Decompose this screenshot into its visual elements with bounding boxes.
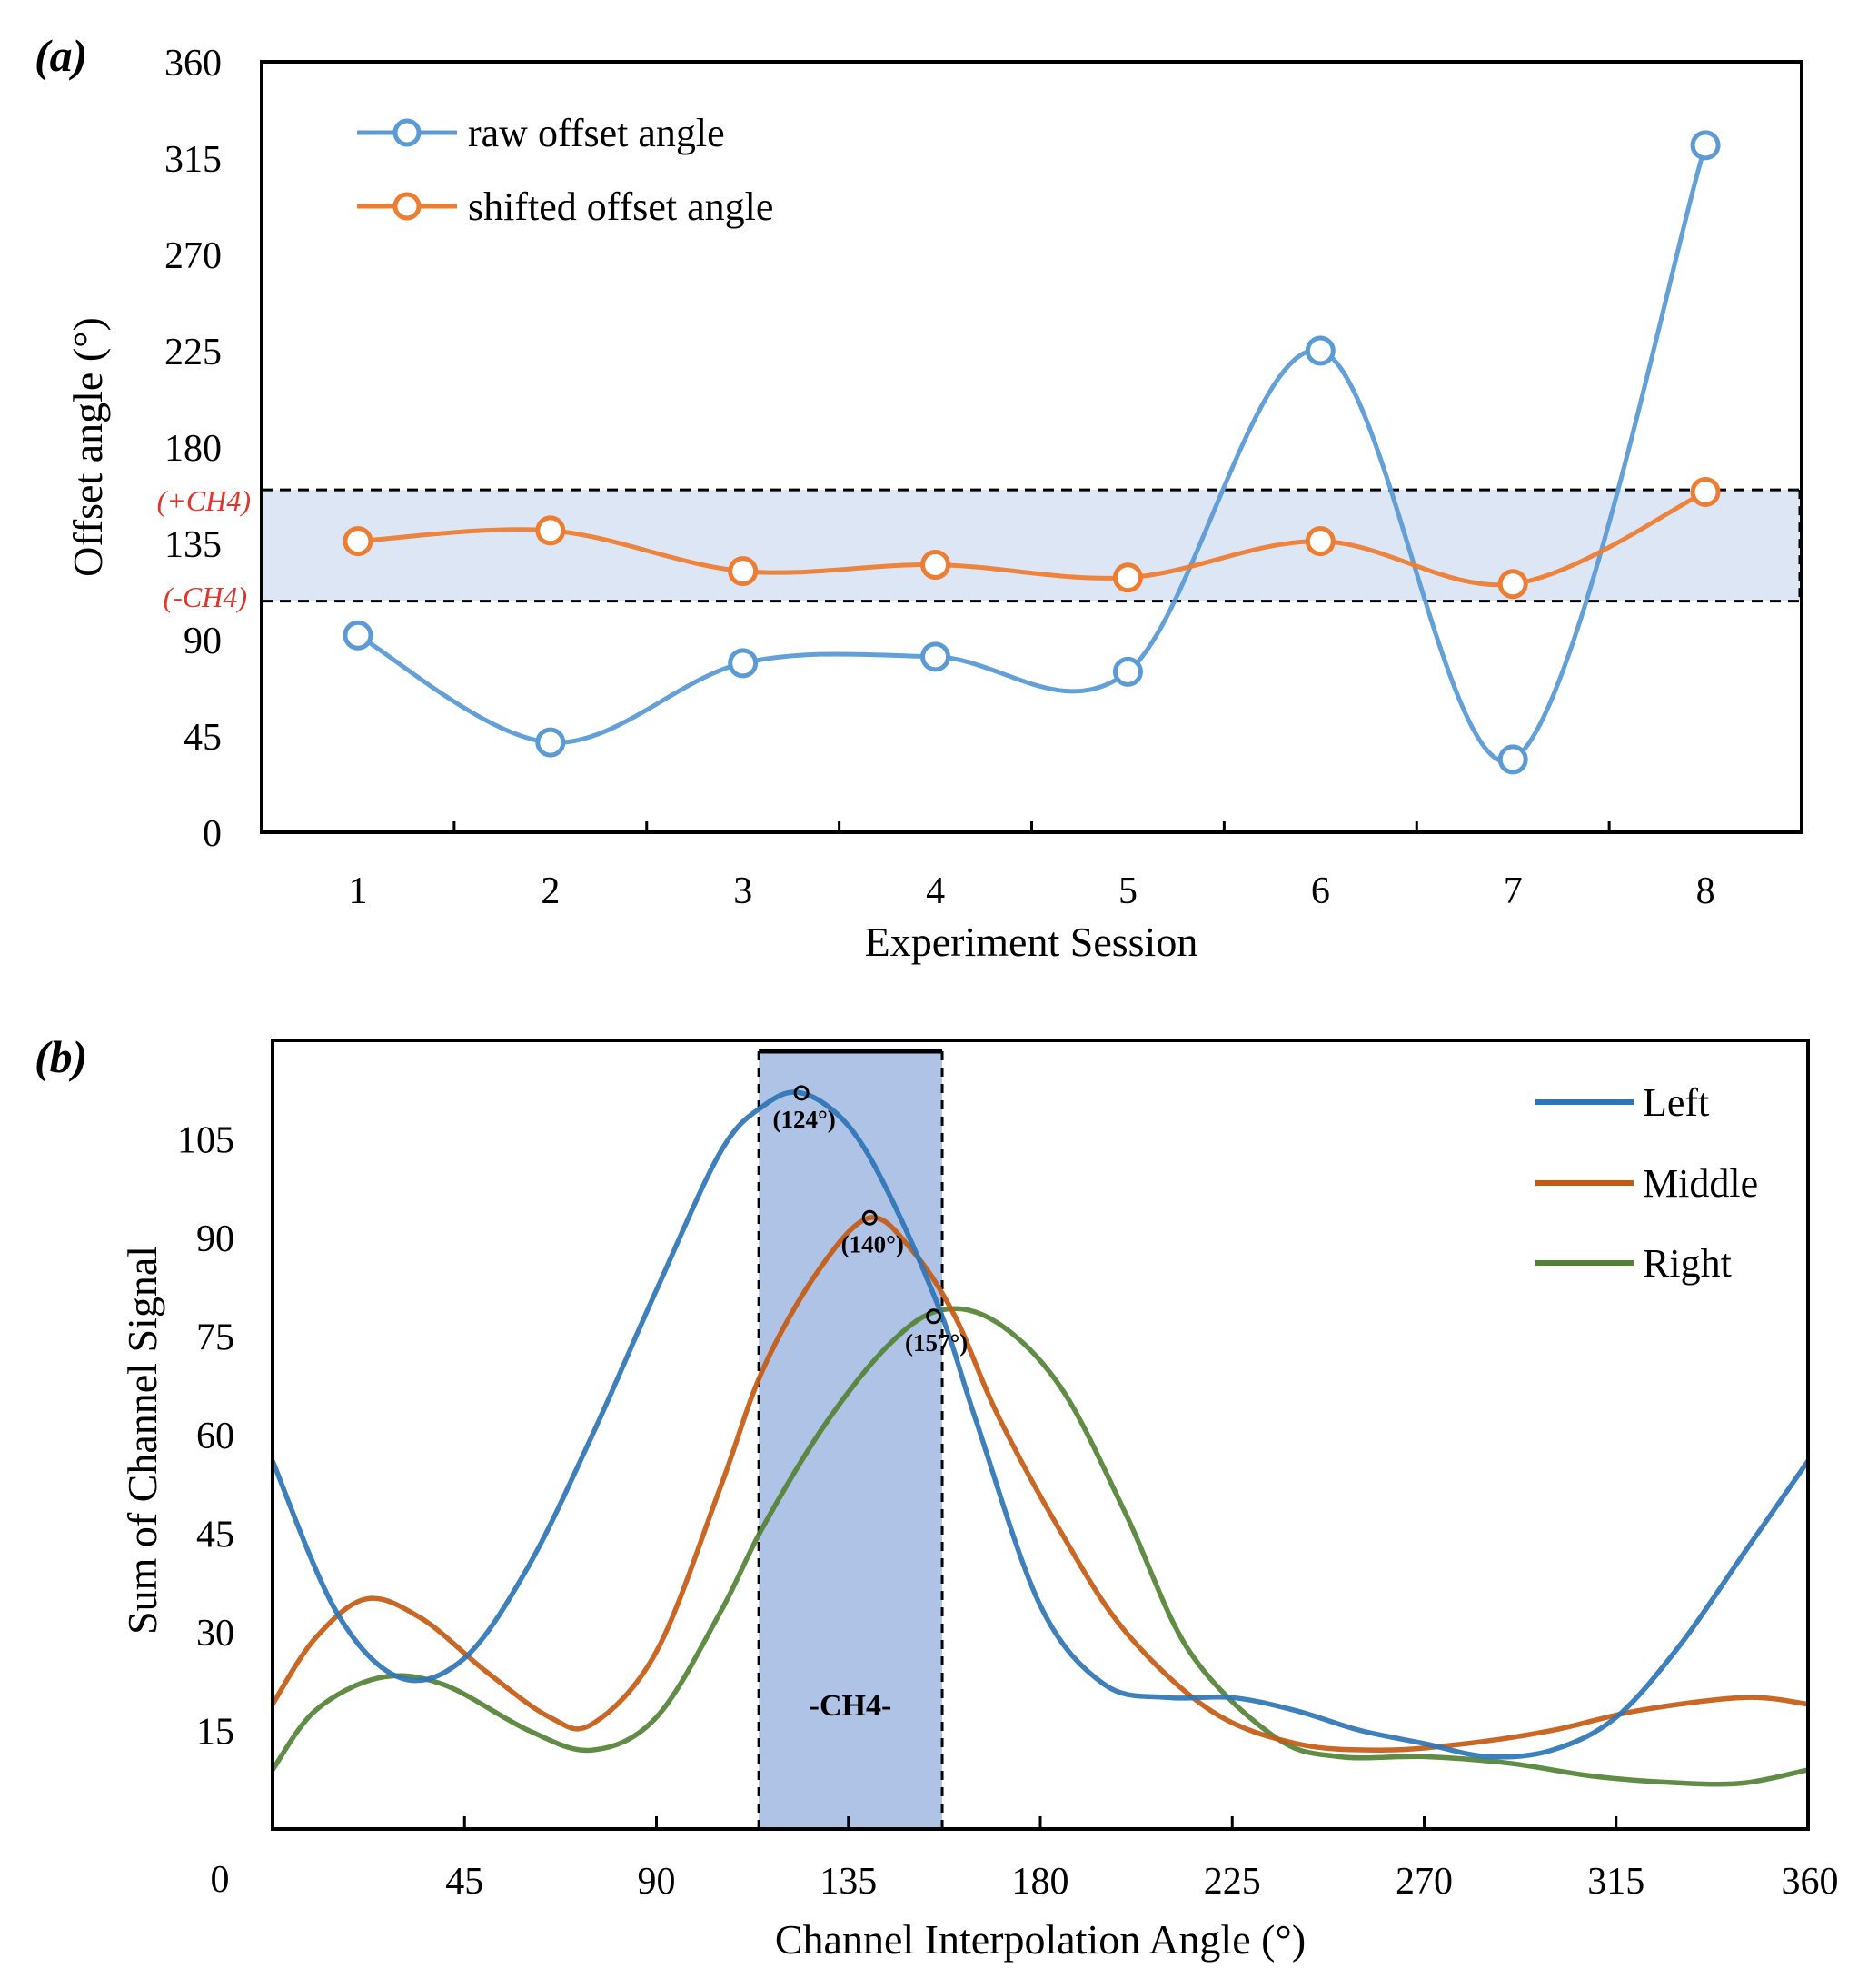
data-point-shifted xyxy=(1497,569,1528,600)
y-tick-label: 135 xyxy=(164,524,222,566)
x-tick-label: 90 xyxy=(638,1861,676,1903)
legend-shifted-label: shifted offset angle xyxy=(468,184,773,229)
x-tick-label: 135 xyxy=(820,1861,877,1903)
x-tick-label: 6 xyxy=(1311,870,1330,912)
x-tick-label: 180 xyxy=(1012,1861,1069,1903)
data-point-raw xyxy=(343,620,373,651)
data-point-shifted xyxy=(920,550,951,581)
x-tick-label: 5 xyxy=(1118,870,1138,912)
x-tick-label: 3 xyxy=(733,870,752,912)
panel-a-legend: raw offset angle shifted offset angle xyxy=(357,111,773,229)
data-point-shifted xyxy=(728,556,759,587)
x-tick-label: 270 xyxy=(1396,1861,1453,1903)
data-point-shifted xyxy=(1112,562,1143,593)
y-tick-label: 105 xyxy=(177,1120,234,1162)
panel-b-legend: Left Middle Right xyxy=(1535,1080,1758,1286)
y-tick-label: 45 xyxy=(196,1515,234,1556)
peak-marker xyxy=(926,1308,942,1325)
legend-raw-label: raw offset angle xyxy=(468,111,725,155)
y-tick-label: 15 xyxy=(196,1712,234,1754)
x-tick-label: 315 xyxy=(1587,1861,1644,1903)
peak-marker xyxy=(861,1209,878,1226)
y-tick-label: 60 xyxy=(196,1416,234,1457)
y-tick-label: 45 xyxy=(184,717,222,759)
y-tick-label: 0 xyxy=(203,813,222,855)
data-point-raw xyxy=(1305,335,1336,366)
x-tick-label: 7 xyxy=(1504,870,1523,912)
y-tick-label: 75 xyxy=(196,1317,234,1359)
peak-label: (124°) xyxy=(772,1106,835,1133)
panel-b-label: (b) xyxy=(35,1031,87,1082)
data-point-raw xyxy=(920,641,951,672)
legend-shifted-marker xyxy=(392,192,422,221)
legend-raw-marker xyxy=(392,118,422,147)
series-line-raw xyxy=(356,144,1708,764)
panel-a-xlabel: Experiment Session xyxy=(865,919,1198,965)
peak-marker xyxy=(793,1085,810,1101)
panel-b-frame xyxy=(271,1039,1810,1831)
data-point-raw xyxy=(1112,656,1143,687)
series-line-right xyxy=(270,1306,1809,1787)
y-tick-label: 270 xyxy=(164,235,222,277)
band-high-label: (+CH4) xyxy=(157,484,251,517)
panel-b-ylabel: Sum of Channel Signal xyxy=(119,1246,165,1635)
y-tick-label: 180 xyxy=(164,428,222,470)
x-tick-label: 225 xyxy=(1204,1861,1261,1903)
peak-label: (157°) xyxy=(905,1329,968,1357)
data-point-shifted xyxy=(535,515,566,546)
panel-b: 15 30 45 60 75 90 105 0 45 90 135 180 225 270 315 360 (… xyxy=(35,1031,1839,1963)
y-tick-label: 90 xyxy=(184,621,222,662)
x-tick-label: 45 xyxy=(445,1861,483,1903)
legend-right-label: Right xyxy=(1643,1241,1732,1286)
band-low-label: (-CH4) xyxy=(164,581,247,613)
data-point-raw xyxy=(1497,744,1528,775)
y-tick-label: 90 xyxy=(196,1218,234,1260)
legend-left-label: Left xyxy=(1643,1080,1709,1125)
data-point-shifted xyxy=(1305,526,1336,557)
y-tick-label: 360 xyxy=(164,43,222,84)
data-point-raw xyxy=(535,727,566,758)
offset-band xyxy=(262,490,1802,601)
series-line-middle xyxy=(270,1215,1809,1753)
panel-b-xlabel: Channel Interpolation Angle (°) xyxy=(775,1916,1306,1963)
peak-label: (140°) xyxy=(841,1230,904,1257)
panel-a-ylabel: Offset angle (°) xyxy=(65,317,111,577)
series-line-left xyxy=(270,1089,1811,1760)
x-tick-label: 4 xyxy=(926,870,945,912)
ch4-band-label: -CH4- xyxy=(810,1689,892,1723)
x-tick-label: 1 xyxy=(348,870,367,912)
x-tick-label: 0 xyxy=(211,1859,230,1901)
data-point-shifted xyxy=(343,526,373,557)
panel-a-frame xyxy=(260,60,1803,834)
data-point-raw xyxy=(1690,130,1721,161)
panel-a-label: (a) xyxy=(35,30,87,81)
y-tick-label: 30 xyxy=(196,1613,234,1655)
x-tick-label: 8 xyxy=(1696,870,1715,912)
legend-middle-label: Middle xyxy=(1643,1161,1758,1206)
data-point-shifted xyxy=(1690,476,1721,507)
x-tick-label: 2 xyxy=(541,870,560,912)
data-point-raw xyxy=(728,648,759,679)
y-tick-label: 315 xyxy=(164,139,222,181)
ch4-band xyxy=(759,1051,943,1829)
y-tick-label: 225 xyxy=(164,332,222,373)
x-tick-label: 360 xyxy=(1782,1861,1839,1903)
